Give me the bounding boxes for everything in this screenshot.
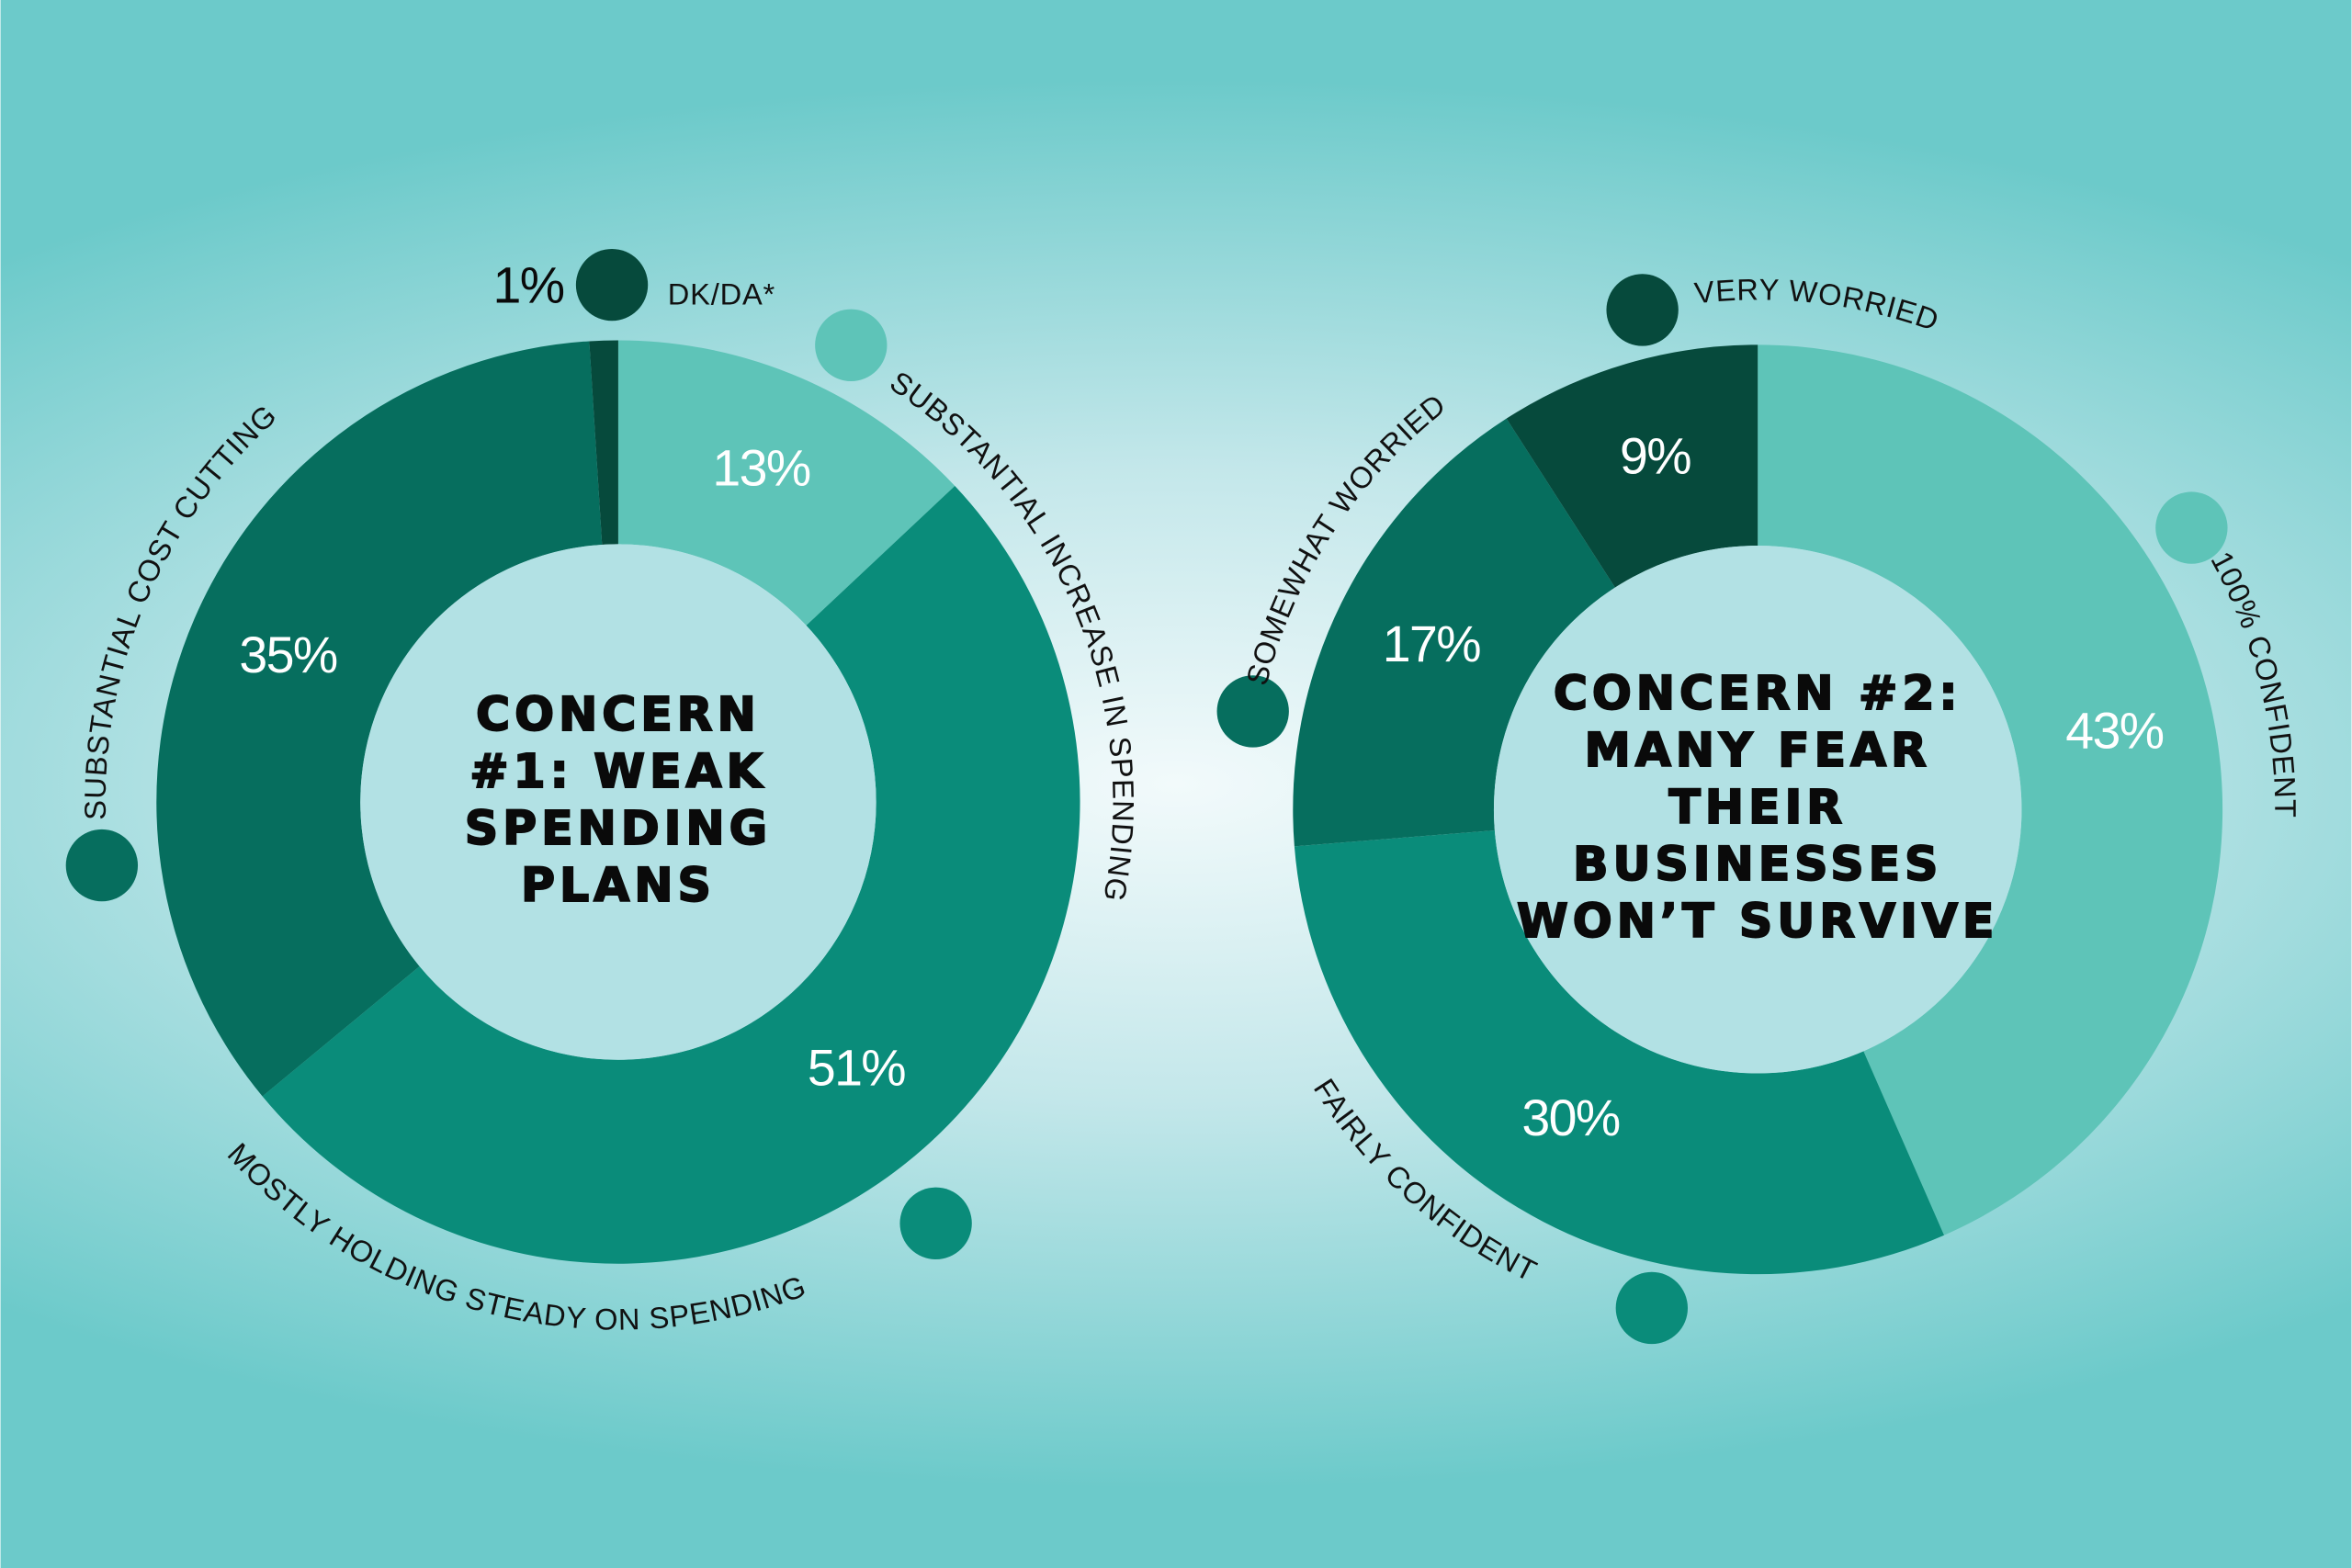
data-label: 51% — [808, 1040, 905, 1097]
donut-slice — [589, 340, 618, 545]
donut-slice — [1506, 344, 1758, 588]
data-label: 43% — [2065, 703, 2163, 760]
data-label: 30% — [1521, 1089, 1619, 1146]
donut-slice — [1758, 344, 2223, 1235]
chart-title: CONCERN #2: MANY FEAR THEIR BUSINESSES W… — [1516, 667, 1999, 950]
data-label: 35% — [239, 626, 336, 683]
donut-slice — [1294, 830, 1945, 1275]
data-label: 17% — [1383, 615, 1480, 672]
data-label: 1% — [493, 257, 564, 314]
legend-dot — [1615, 1271, 1688, 1345]
legend-dot — [575, 248, 649, 321]
donut-hole — [360, 544, 876, 1060]
title-box: CONCERN #1: WEAK SPENDING PLANS — [464, 688, 773, 914]
donut-slice — [617, 340, 956, 626]
legend-label: DK/DA* — [668, 277, 775, 311]
donut-slice — [262, 486, 1080, 1264]
legend-dot — [1216, 675, 1289, 748]
chart-title: CONCERN #1: WEAK SPENDING PLANS — [464, 688, 773, 914]
donut-hole — [1493, 546, 2022, 1074]
data-label: 9% — [1620, 427, 1690, 484]
title-box: CONCERN #2: MANY FEAR THEIR BUSINESSES W… — [1516, 667, 1999, 950]
donut-slice — [156, 341, 603, 1097]
legend-dot — [815, 309, 888, 381]
donut-slice — [1293, 418, 1615, 847]
legend-dot — [2155, 491, 2228, 564]
data-label: 13% — [712, 439, 809, 496]
legend-dot — [65, 829, 139, 902]
legend-dot — [899, 1187, 972, 1260]
legend-dot — [1606, 274, 1679, 346]
